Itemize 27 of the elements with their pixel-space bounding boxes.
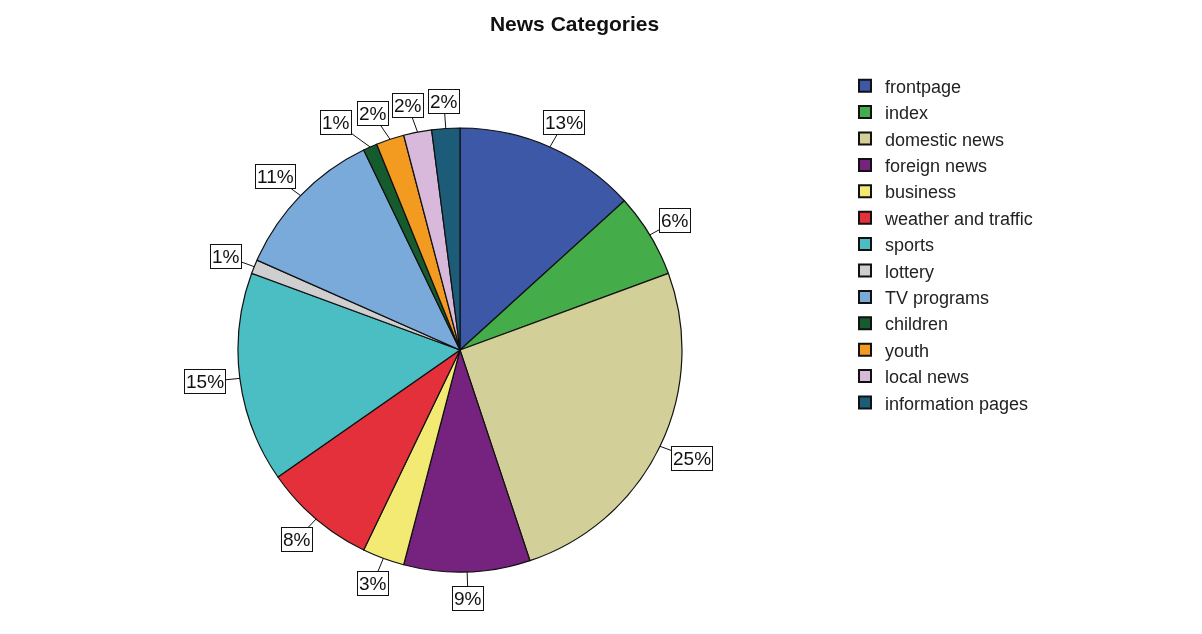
chart-title: News Categories [489, 11, 660, 35]
data-label: 8% [283, 529, 311, 550]
legend-label: foreign news [885, 155, 988, 176]
data-label: 6% [661, 210, 689, 231]
legend-label: frontpage [885, 76, 962, 97]
legend-label: information pages [885, 393, 1029, 414]
legend-label: index [885, 103, 929, 124]
legend-label: lottery [885, 261, 935, 282]
legend-label: TV programs [885, 287, 990, 308]
legend-label: domestic news [885, 129, 1005, 150]
data-label: 13% [545, 112, 584, 133]
legend-label: weather and traffic [884, 208, 1033, 229]
data-label: 2% [430, 91, 458, 112]
legend-label: local news [885, 367, 970, 388]
legend-label: youth [885, 340, 930, 361]
data-label: 15% [186, 371, 225, 392]
data-label: 1% [322, 112, 350, 133]
legend-label: sports [885, 235, 935, 256]
data-label: 2% [394, 95, 422, 116]
legend-label: children [885, 314, 949, 335]
legend-label: business [885, 182, 957, 203]
data-label: 11% [257, 166, 294, 187]
data-label: 25% [673, 448, 712, 469]
data-label: 1% [212, 246, 240, 267]
data-label: 3% [359, 573, 387, 594]
data-label: 2% [359, 103, 387, 124]
data-label: 9% [454, 588, 482, 609]
